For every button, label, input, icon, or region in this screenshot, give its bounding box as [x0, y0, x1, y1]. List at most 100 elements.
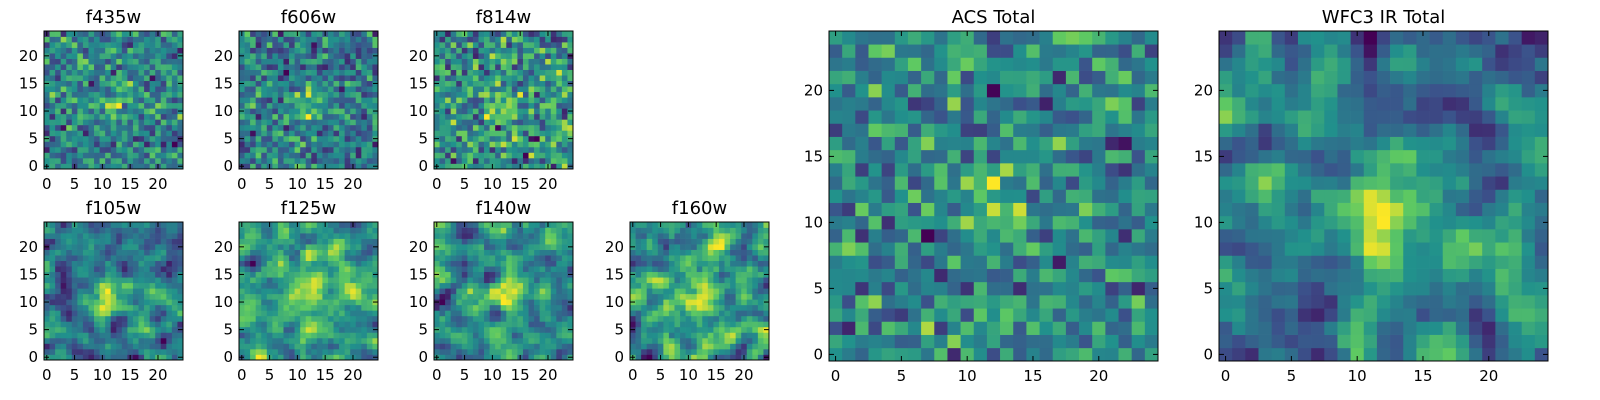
- heatmap-cell: [116, 299, 123, 306]
- heatmap-cells: [630, 222, 770, 361]
- heatmap-cell: [366, 42, 373, 48]
- heatmap-cell: [355, 288, 362, 295]
- heatmap-cell: [60, 348, 67, 355]
- heatmap-cell: [500, 146, 507, 153]
- heatmap-cell: [294, 53, 301, 59]
- heatmap-cell: [567, 36, 574, 43]
- heatmap-cell: [947, 202, 961, 217]
- heatmap-cell: [116, 91, 123, 98]
- heatmap-cell: [294, 64, 301, 70]
- heatmap-cell: [339, 348, 345, 355]
- heatmap-cell: [160, 348, 167, 355]
- heatmap-cell: [66, 277, 73, 284]
- heatmap-cell: [495, 249, 502, 256]
- heatmap-cell: [652, 238, 659, 245]
- heatmap-cell: [484, 113, 490, 120]
- heatmap-cell: [155, 69, 162, 76]
- heatmap-cell: [160, 266, 167, 273]
- heatmap-cell: [289, 130, 295, 137]
- heatmap-cell: [250, 36, 257, 43]
- heatmap-cell: [138, 135, 145, 142]
- heatmap-cell: [127, 337, 134, 344]
- heatmap-cell: [300, 31, 307, 37]
- heatmap-cell: [77, 102, 84, 109]
- heatmap-cell: [456, 163, 463, 170]
- heatmap-cell: [528, 119, 535, 126]
- heatmap-cell: [121, 310, 128, 317]
- heatmap-cell: [484, 42, 490, 48]
- heatmap-cell: [550, 36, 557, 43]
- heatmap-cell: [372, 102, 379, 109]
- heatmap-cell: [55, 337, 62, 344]
- heatmap-cell: [467, 299, 474, 306]
- heatmap-cell: [467, 124, 474, 131]
- heatmap-cell: [439, 42, 446, 48]
- heatmap-cell: [567, 249, 574, 256]
- heatmap-cell: [545, 238, 552, 245]
- heatmap-cell: [741, 321, 748, 328]
- heatmap-cell: [868, 308, 882, 322]
- heatmap-cell: [1092, 189, 1106, 203]
- heatmap-cell: [327, 31, 334, 37]
- heatmap-cell: [138, 157, 145, 164]
- heatmap-cell: [305, 315, 312, 322]
- heatmap-cell: [255, 58, 262, 65]
- heatmap-cell: [127, 141, 134, 148]
- heatmap-cell: [305, 113, 312, 120]
- heatmap-cell: [166, 260, 173, 267]
- heatmap-cell: [506, 108, 513, 115]
- heatmap-cell: [88, 157, 95, 164]
- heatmap-cell: [177, 321, 184, 328]
- heatmap-cell: [77, 260, 84, 267]
- heatmap-cell: [556, 152, 563, 159]
- heatmap-cell: [350, 227, 357, 234]
- heatmap-cell: [372, 238, 379, 245]
- heatmap-cell: [461, 58, 468, 65]
- heatmap-cell: [646, 277, 653, 284]
- heatmap-cell: [55, 53, 62, 59]
- heatmap-cell: [657, 249, 664, 256]
- heatmap-cell: [177, 157, 184, 164]
- heatmap-cell: [144, 146, 150, 153]
- heatmap-cell: [77, 91, 84, 98]
- heatmap-cell: [60, 124, 67, 131]
- heatmap-cell: [680, 244, 686, 250]
- heatmap-cell: [707, 315, 714, 322]
- heatmap-cell: [121, 260, 128, 267]
- heatmap-cell: [132, 321, 139, 328]
- heatmap-cell: [539, 130, 546, 137]
- heatmap-cell: [250, 157, 257, 164]
- heatmap-cell: [641, 332, 648, 339]
- heatmap-cell: [344, 86, 351, 93]
- heatmap-cell: [155, 332, 162, 339]
- heatmap-cell: [116, 304, 123, 311]
- heatmap-cell: [434, 260, 440, 267]
- heatmap-cell: [171, 282, 178, 289]
- heatmap-cell: [283, 124, 290, 131]
- heatmap-cell: [94, 130, 100, 137]
- heatmap-cell: [327, 75, 334, 82]
- heatmap-cell: [177, 31, 184, 37]
- heatmap-cell: [94, 135, 100, 142]
- heatmap-cell: [60, 152, 67, 159]
- heatmap-cell: [921, 308, 935, 322]
- heatmap-cell: [250, 249, 257, 256]
- heatmap-cell: [166, 238, 173, 245]
- heatmap-cell: [289, 36, 295, 43]
- heatmap-cell: [517, 321, 524, 328]
- heatmap-cell: [691, 321, 698, 328]
- heatmap-cell: [166, 244, 173, 250]
- heatmap-cell: [94, 244, 100, 250]
- heatmap-cell: [155, 141, 162, 148]
- heatmap-cell: [947, 321, 961, 335]
- heatmap-cell: [121, 321, 128, 328]
- heatmap-cell: [94, 108, 100, 115]
- heatmap-cell: [333, 31, 340, 37]
- heatmap-cell: [450, 249, 457, 256]
- heatmap-cell: [138, 348, 145, 355]
- panel-title: f105w: [86, 198, 141, 219]
- heatmap-cell: [311, 64, 318, 70]
- heatmap-cell: [121, 75, 128, 82]
- y-tick-label: 15: [605, 265, 624, 283]
